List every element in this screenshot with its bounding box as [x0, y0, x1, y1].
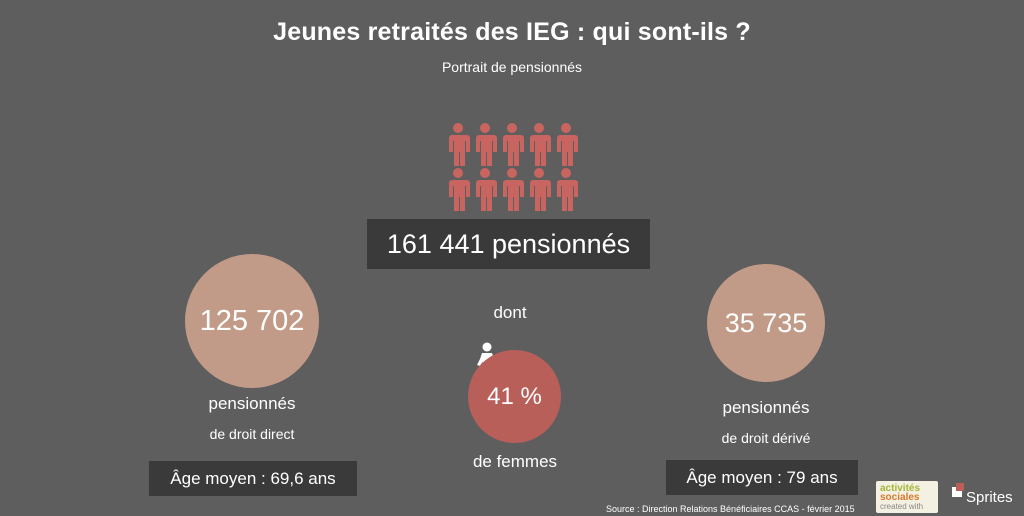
- logo-line-3: created with: [880, 502, 924, 511]
- people-icon-group: [449, 123, 578, 211]
- direct-pensioners-label: pensionnés: [208, 394, 296, 413]
- direct-pensioners-value: 125 702: [199, 304, 305, 337]
- page-subtitle: Portrait de pensionnés: [441, 59, 583, 75]
- logo-line-1: activités: [880, 483, 921, 494]
- page-title: Jeunes retraités des IEG : qui sont-ils …: [273, 18, 751, 46]
- person-icon: [530, 123, 551, 166]
- person-icon: [476, 123, 497, 166]
- direct-average-age-box: Âge moyen : 69,6 ans: [149, 461, 357, 496]
- person-icon: [530, 168, 551, 211]
- sprites-logo-accent-icon: [956, 483, 964, 491]
- derived-pensioners-value: 35 735: [724, 307, 808, 338]
- derived-pensioners-label: pensionnés: [722, 398, 810, 417]
- women-percentage-circle: 41 %: [468, 350, 561, 443]
- person-icon: [503, 123, 524, 166]
- derived-pensioners-sublabel: de droit dérivé: [721, 430, 811, 446]
- women-label: de femmes: [472, 452, 558, 471]
- derived-average-age-box: Âge moyen : 79 ans: [666, 460, 858, 495]
- person-icon: [476, 168, 497, 211]
- total-pensioners-box: 161 441 pensionnés: [367, 219, 650, 269]
- source-note: Source : Direction Relations Bénéficiair…: [606, 504, 855, 514]
- direct-pensioners-circle: 125 702: [185, 254, 319, 388]
- person-icon: [449, 123, 470, 166]
- person-icon: [449, 168, 470, 211]
- direct-pensioners-sublabel: de droit direct: [209, 426, 295, 442]
- women-percentage-value: 41 %: [487, 382, 542, 410]
- sprites-logo-square-icon: [952, 487, 962, 497]
- person-icon: [557, 123, 578, 166]
- activites-sociales-logo: activités sociales created with: [876, 481, 938, 513]
- direct-average-age: Âge moyen : 69,6 ans: [170, 468, 336, 488]
- dont-label: dont: [493, 303, 527, 322]
- person-icon: [503, 168, 524, 211]
- sprites-logo: Sprites: [952, 483, 1018, 511]
- logo-line-2: sociales: [880, 492, 920, 503]
- derived-pensioners-circle: 35 735: [707, 264, 825, 382]
- person-icon: [557, 168, 578, 211]
- total-pensioners-value: 161 441 pensionnés: [386, 228, 631, 259]
- sprites-logo-text: Sprites: [966, 489, 1013, 506]
- derived-average-age: Âge moyen : 79 ans: [686, 467, 838, 487]
